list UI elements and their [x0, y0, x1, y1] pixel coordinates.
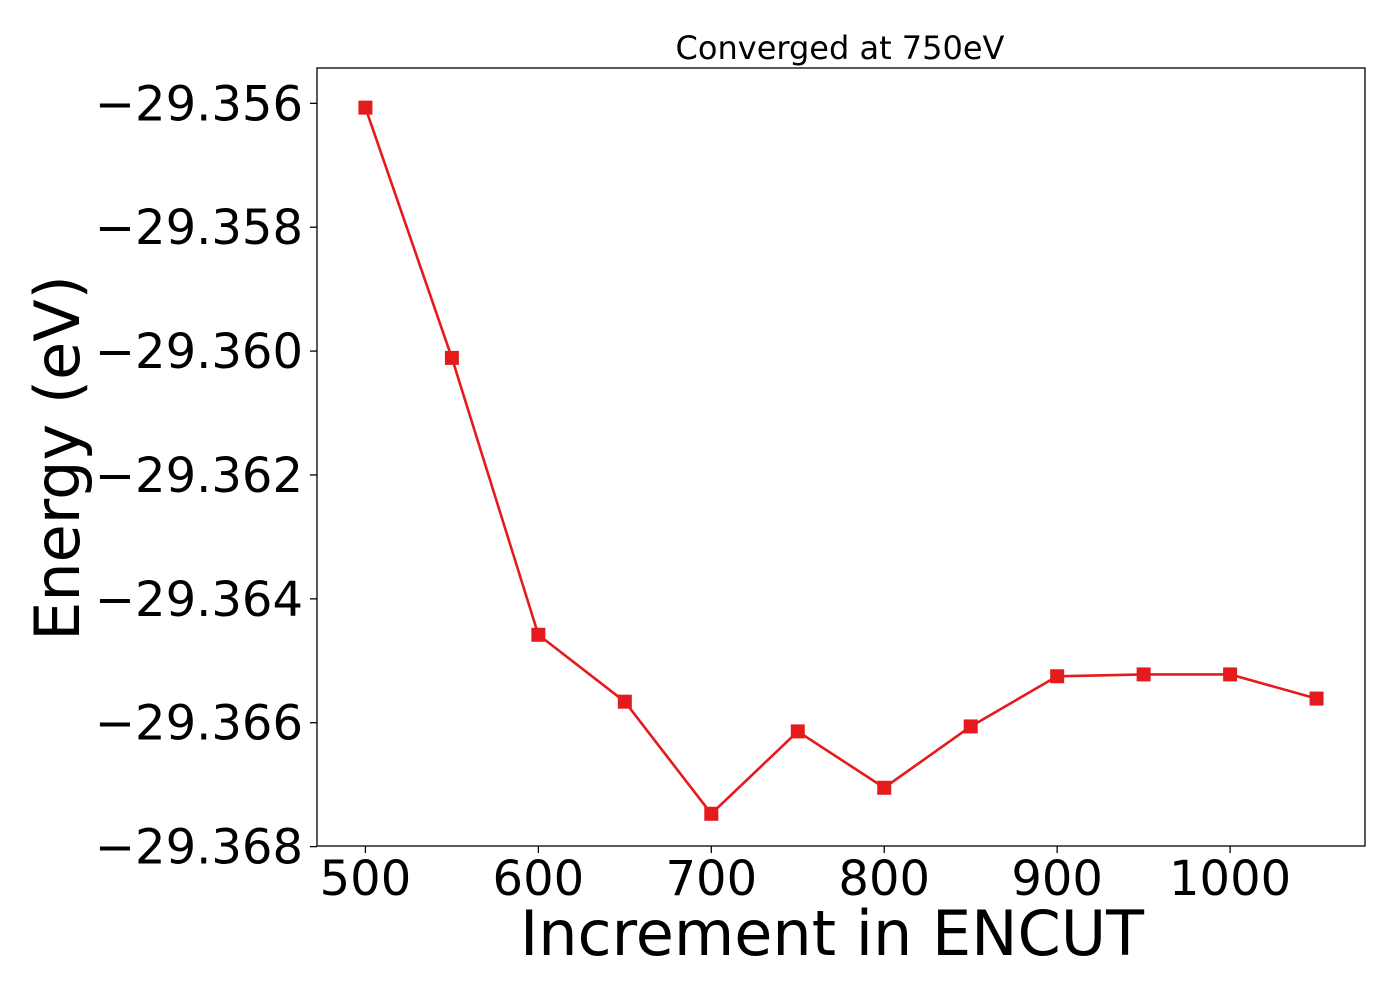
data-point-marker [358, 100, 373, 115]
y-tick-label: −29.360 [95, 324, 303, 380]
y-axis-label: Energy (eV) [21, 275, 94, 641]
data-point-marker [790, 724, 805, 739]
x-axis-label: Increment in ENCUT [520, 897, 1145, 970]
data-point-marker [1223, 667, 1238, 682]
plot-area-frame [316, 67, 1366, 847]
x-axis-ticks: 500 600 700 800 900 1000 [320, 846, 1291, 907]
x-tick-label: 900 [1011, 851, 1103, 907]
data-point-marker [704, 806, 719, 821]
data-point-marker [963, 719, 978, 734]
series-line [364, 107, 1317, 816]
x-tick-label: 600 [493, 851, 585, 907]
x-tick-label: 500 [320, 851, 412, 907]
data-point-marker [1309, 691, 1324, 706]
y-tick-label: −29.356 [95, 76, 303, 132]
y-tick-label: −29.362 [95, 448, 303, 504]
series-layer [358, 100, 1324, 821]
x-tick-label: 700 [665, 851, 757, 907]
x-tick-label: 1000 [1169, 851, 1291, 907]
data-point-marker [617, 694, 632, 709]
y-tick-label: −29.368 [95, 820, 303, 876]
data-point-marker [1050, 669, 1065, 684]
y-tick-label: −29.358 [95, 200, 303, 256]
chart-title: Converged at 750eV [676, 29, 1005, 67]
data-point-marker [877, 780, 892, 795]
data-point-marker [531, 627, 546, 642]
data-point-marker [1136, 667, 1151, 682]
data-point-marker [444, 350, 459, 365]
x-tick-label: 800 [838, 851, 930, 907]
y-tick-label: −29.366 [95, 696, 303, 752]
y-tick-label: −29.364 [95, 572, 303, 628]
y-axis-ticks: −29.356 −29.358 −29.360 −29.362 −29.364 −29.3… [95, 76, 317, 876]
